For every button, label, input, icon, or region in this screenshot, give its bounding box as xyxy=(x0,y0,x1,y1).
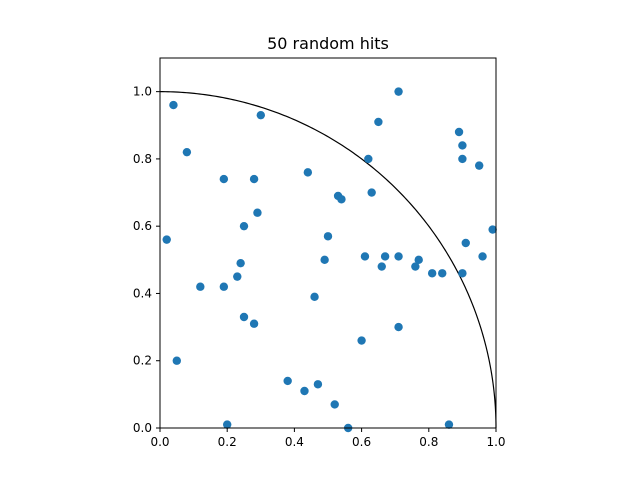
data-point xyxy=(458,269,467,278)
data-point xyxy=(438,269,447,278)
data-point xyxy=(377,262,386,271)
y-tick-label: 0.4 xyxy=(133,286,152,300)
data-point xyxy=(374,117,383,127)
data-point xyxy=(488,225,497,234)
y-tick-label: 1.0 xyxy=(133,85,152,99)
data-point xyxy=(357,336,366,345)
data-point xyxy=(427,269,437,278)
data-point xyxy=(313,380,323,389)
data-point xyxy=(458,141,467,150)
quarter-circle-curve xyxy=(159,91,497,429)
data-point xyxy=(223,420,232,429)
x-tick-label: 1.0 xyxy=(486,435,505,449)
data-point xyxy=(367,188,376,197)
data-point xyxy=(414,255,423,265)
curve-layer xyxy=(159,91,497,429)
x-tick-label: 0.8 xyxy=(419,435,438,449)
data-point xyxy=(239,221,249,231)
data-point xyxy=(219,282,229,291)
data-point xyxy=(360,252,370,261)
data-point xyxy=(394,252,403,261)
data-point xyxy=(256,110,265,120)
x-tick-label: 0.4 xyxy=(285,435,304,449)
data-point xyxy=(283,376,292,386)
data-point xyxy=(478,252,487,261)
y-tick-label: 0.6 xyxy=(133,219,152,233)
data-point xyxy=(236,258,245,268)
data-point xyxy=(172,356,181,365)
data-point xyxy=(182,147,192,157)
data-point xyxy=(458,154,467,164)
data-point xyxy=(249,319,259,328)
data-point xyxy=(320,255,329,265)
chart-title: 50 random hits xyxy=(267,34,389,53)
data-point xyxy=(411,262,420,271)
data-point xyxy=(249,174,259,184)
data-point xyxy=(300,386,309,396)
data-point xyxy=(454,127,464,137)
y-axis-ticks: 0.0 0.2 0.4 0.6 0.8 1.0 xyxy=(133,85,160,435)
data-point xyxy=(233,272,242,281)
data-point xyxy=(364,154,373,164)
data-point xyxy=(323,232,333,241)
data-point xyxy=(219,174,229,184)
data-point xyxy=(380,252,390,261)
data-point xyxy=(394,322,403,332)
data-point xyxy=(330,400,339,409)
y-tick-label: 0.2 xyxy=(133,354,152,368)
x-axis-ticks: 0.0 0.2 0.4 0.6 0.8 1.0 xyxy=(150,428,506,449)
data-point xyxy=(444,420,454,429)
data-point xyxy=(169,100,178,110)
y-tick-label: 0.8 xyxy=(133,152,152,166)
data-point xyxy=(196,282,205,291)
data-point xyxy=(253,208,262,217)
data-point xyxy=(394,87,403,96)
data-point xyxy=(162,235,171,244)
data-point xyxy=(303,168,313,177)
x-tick-label: 0.6 xyxy=(352,435,371,449)
x-tick-label: 0.0 xyxy=(150,435,169,449)
x-tick-label: 0.2 xyxy=(218,435,237,449)
data-point xyxy=(337,195,346,204)
data-point xyxy=(461,238,470,248)
data-point xyxy=(310,292,319,302)
y-tick-label: 0.0 xyxy=(133,421,152,435)
data-point xyxy=(475,161,484,170)
data-point xyxy=(239,312,249,322)
plot-frame xyxy=(159,57,497,429)
points-layer xyxy=(162,87,497,433)
